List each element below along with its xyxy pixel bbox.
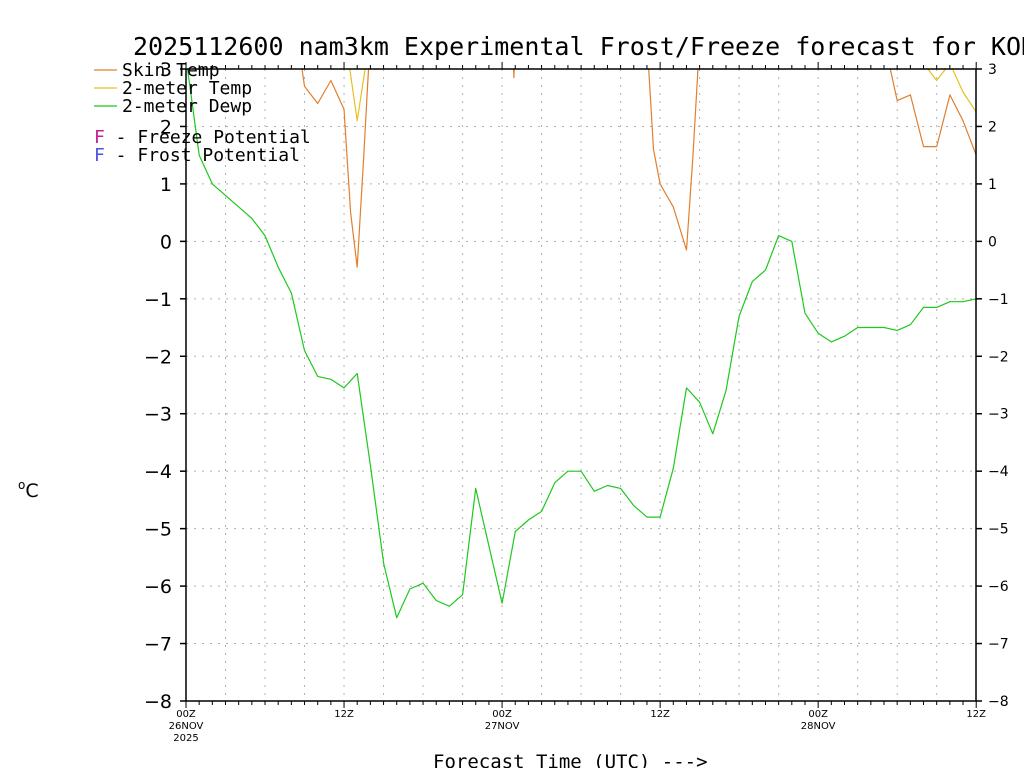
y-tick-label-left: −5 bbox=[144, 519, 172, 541]
potential-legend-item: F - Freeze Potential bbox=[94, 127, 311, 148]
gridlines bbox=[186, 69, 976, 701]
degree-symbol: o bbox=[18, 478, 25, 492]
y-tick-label-left: −6 bbox=[144, 576, 172, 598]
y-tick-label-right: −2 bbox=[988, 349, 1009, 365]
x-tick-label: 12Z bbox=[966, 709, 986, 720]
y-tick-label-right: 1 bbox=[988, 177, 997, 193]
potential-symbol: F bbox=[94, 127, 105, 148]
y-tick-label-right: 0 bbox=[988, 234, 997, 250]
x-tick-label: 00Z bbox=[808, 709, 828, 720]
y-tick-label-right: −7 bbox=[988, 637, 1009, 653]
axis-ticks bbox=[180, 62, 982, 708]
potential-symbol: F bbox=[94, 145, 105, 166]
y-tick-label-left: −3 bbox=[144, 404, 172, 426]
y-tick-label-right: −1 bbox=[988, 292, 1009, 308]
y-tick-label-right: −3 bbox=[988, 407, 1009, 423]
legend-label: 2-meter Dewp bbox=[122, 96, 252, 117]
potential-text: - Frost Potential bbox=[105, 145, 300, 166]
y-tick-label-left: 0 bbox=[160, 231, 172, 253]
series-skin-temp bbox=[301, 69, 976, 268]
y-tick-label-left: −2 bbox=[144, 346, 172, 368]
series-2-meter-dewp bbox=[186, 69, 976, 619]
x-tick-label: 12Z bbox=[650, 709, 670, 720]
y-tick-label-right: −5 bbox=[988, 522, 1009, 538]
y-tick-label-left: −8 bbox=[144, 691, 172, 713]
legend-label: 2-meter Temp bbox=[122, 78, 252, 99]
series-layer bbox=[186, 69, 976, 619]
y-tick-label-right: 2 bbox=[988, 119, 997, 135]
y-tick-labels-right: 3 2 1 0 −1 −2 −3 −4 −5 −6 −7 −8 bbox=[988, 62, 1009, 710]
x-tick-label: 28NOV bbox=[801, 721, 836, 732]
y-tick-label-left: 1 bbox=[160, 174, 172, 196]
x-axis-label: Forecast Time (UTC) ---> bbox=[433, 751, 708, 768]
y-tick-label-right: −6 bbox=[988, 579, 1009, 595]
y-tick-label-right: 3 bbox=[988, 62, 997, 78]
x-tick-label: 12Z bbox=[334, 709, 354, 720]
celsius-letter: C bbox=[25, 480, 38, 502]
series-2-meter-temp bbox=[349, 69, 976, 122]
y-tick-label-left: 2 bbox=[160, 116, 172, 138]
y-tick-label-left: −7 bbox=[144, 634, 172, 656]
y-axis-label: oC bbox=[18, 478, 39, 502]
x-tick-label: 26NOV bbox=[169, 721, 204, 732]
y-tick-label-right: −4 bbox=[988, 464, 1009, 480]
x-tick-label: 2025 bbox=[173, 733, 198, 744]
y-tick-label-right: −8 bbox=[988, 694, 1009, 710]
y-tick-labels-left: 3 2 1 0 −1 −2 −3 −4 −5 −6 −7 −8 bbox=[144, 59, 172, 713]
x-tick-label: 00Z bbox=[492, 709, 512, 720]
potential-legend-item: F - Frost Potential bbox=[94, 145, 300, 166]
y-tick-label-left: −4 bbox=[144, 461, 172, 483]
chart-title: 2025112600 nam3km Experimental Frost/Fre… bbox=[133, 32, 1024, 61]
y-tick-label-left: −1 bbox=[144, 289, 172, 311]
y-tick-label-left: 3 bbox=[160, 59, 172, 81]
legend-label: Skin Temp bbox=[122, 60, 220, 81]
x-tick-label: 27NOV bbox=[485, 721, 520, 732]
x-tick-label: 00Z bbox=[176, 709, 196, 720]
potential-text: - Freeze Potential bbox=[105, 127, 311, 148]
